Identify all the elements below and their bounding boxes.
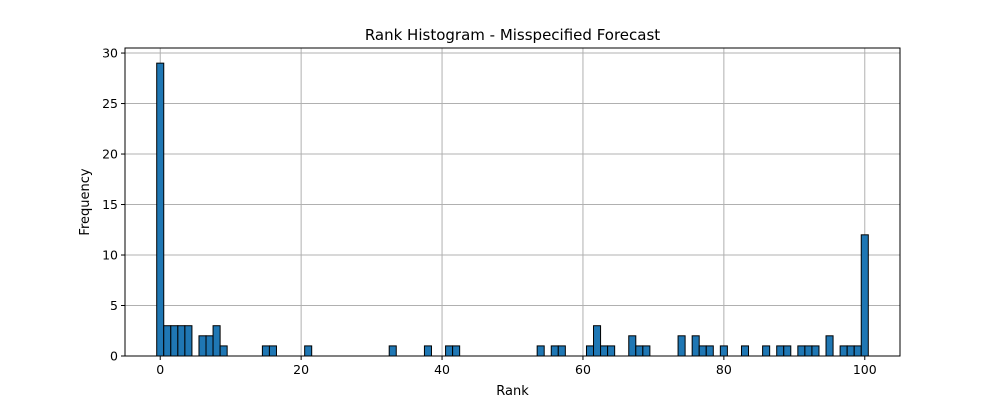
histogram-bar bbox=[557, 345, 566, 357]
x-tick-label: 0 bbox=[156, 362, 164, 377]
histogram-bar bbox=[536, 345, 545, 357]
histogram-bar bbox=[261, 345, 270, 357]
y-tick-label: 15 bbox=[102, 197, 118, 212]
plot-frame bbox=[124, 47, 901, 357]
histogram-bar bbox=[811, 345, 820, 357]
histogram-bar bbox=[698, 345, 707, 357]
histogram-bar bbox=[156, 62, 165, 357]
histogram-bar bbox=[607, 345, 616, 357]
histogram-bar bbox=[423, 345, 432, 357]
histogram-bar bbox=[304, 345, 313, 357]
x-tick-label: 20 bbox=[293, 362, 309, 377]
histogram-bar bbox=[600, 345, 609, 357]
grid-lines bbox=[125, 48, 900, 357]
histogram-bar bbox=[163, 325, 172, 357]
histogram-bar bbox=[705, 345, 714, 357]
histogram-bar bbox=[198, 335, 207, 357]
y-tick-label: 0 bbox=[110, 349, 118, 364]
histogram-bar bbox=[177, 325, 186, 357]
histogram-bar bbox=[853, 345, 862, 357]
x-tick-label: 80 bbox=[716, 362, 732, 377]
histogram-bar bbox=[839, 345, 848, 357]
histogram-bar bbox=[740, 345, 750, 357]
histogram-bar bbox=[762, 345, 771, 357]
histogram-bar bbox=[628, 335, 637, 357]
histogram-bar bbox=[550, 345, 559, 357]
axis-ticks: 0 20 40 60 80 100 0 5 10 15 20 25 30 bbox=[102, 46, 877, 377]
histogram-bar bbox=[691, 335, 700, 357]
histogram-bar bbox=[797, 345, 806, 357]
histogram-bar bbox=[804, 345, 813, 357]
histogram-bar bbox=[184, 325, 193, 357]
histogram-bar bbox=[860, 234, 869, 357]
y-tick-label: 10 bbox=[102, 248, 118, 263]
y-tick-label: 5 bbox=[110, 298, 118, 313]
y-tick-label: 20 bbox=[102, 147, 118, 162]
histogram-bar bbox=[452, 345, 461, 357]
histogram-bars bbox=[156, 62, 869, 357]
histogram-bar bbox=[776, 345, 785, 357]
histogram-bar bbox=[825, 335, 834, 357]
x-tick-label: 40 bbox=[434, 362, 450, 377]
histogram-bar bbox=[846, 345, 855, 357]
y-axis-label: Frequency bbox=[78, 168, 93, 235]
x-tick-label: 60 bbox=[575, 362, 591, 377]
histogram-bar bbox=[388, 345, 397, 357]
histogram-bar bbox=[219, 345, 228, 357]
histogram-bar bbox=[593, 325, 602, 357]
y-tick-label: 25 bbox=[102, 96, 118, 111]
chart-title: Rank Histogram - Misspecified Forecast bbox=[365, 26, 660, 44]
histogram-bar bbox=[170, 325, 179, 357]
histogram-bar bbox=[268, 345, 277, 357]
x-axis-label: Rank bbox=[496, 384, 529, 399]
histogram-bar bbox=[212, 325, 221, 357]
histogram-bar bbox=[205, 335, 214, 357]
histogram-bar bbox=[642, 345, 651, 357]
histogram-bar bbox=[677, 335, 686, 357]
histogram-bar bbox=[445, 345, 454, 357]
y-tick-label: 30 bbox=[102, 46, 118, 61]
histogram-bar bbox=[719, 345, 728, 357]
histogram-bar bbox=[783, 345, 792, 357]
histogram-bar bbox=[635, 345, 644, 357]
histogram-bar bbox=[585, 345, 595, 357]
x-tick-label: 100 bbox=[853, 362, 877, 377]
